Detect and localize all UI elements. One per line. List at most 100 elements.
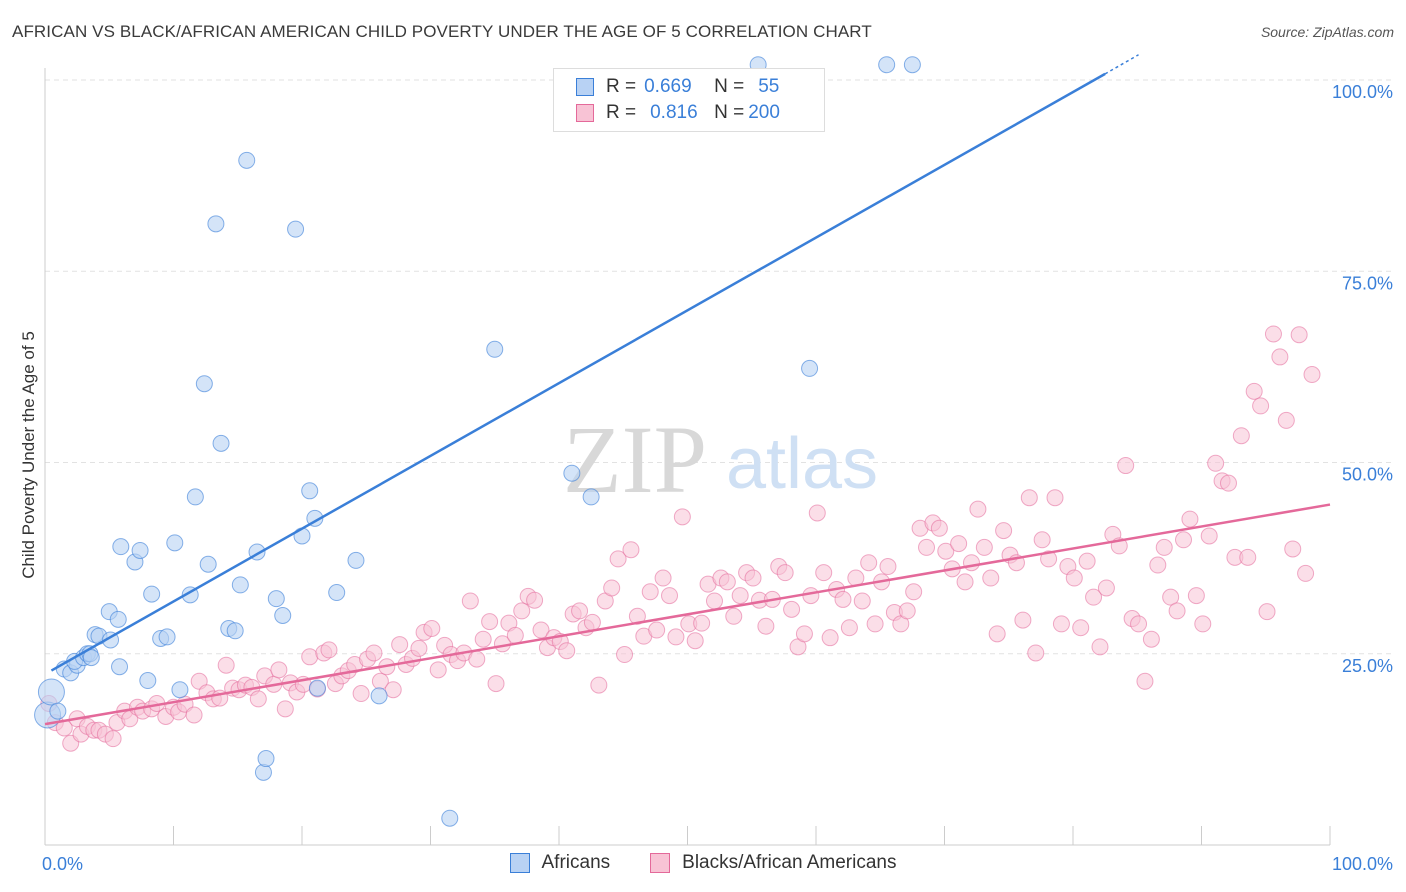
data-point-blacks [1194,615,1212,633]
axes [44,68,1331,846]
blacks-legend-label: Blacks/African Americans [682,852,897,873]
data-point-africans [143,585,161,603]
data-point-africans [171,681,189,699]
data-point-africans [441,809,459,827]
data-point-blacks [982,569,1000,587]
data-point-blacks [1232,427,1250,445]
trend-line-africans-extension [1104,54,1139,75]
data-point-blacks [648,621,666,639]
data-point-blacks [975,538,993,556]
data-point-africans [328,584,346,602]
data-point-blacks [802,587,820,605]
data-point-blacks [1085,588,1103,606]
data-point-blacks [1245,382,1263,400]
x-tick-label: 0.0% [42,854,83,874]
data-point-africans [82,649,100,667]
data-point-blacks [1065,569,1083,587]
data-point-africans [199,555,217,573]
data-point-blacks [950,535,968,553]
data-point-blacks [1136,672,1154,690]
data-point-blacks [301,648,319,666]
data-point-blacks [1020,489,1038,507]
data-point-africans [131,541,149,559]
data-point-blacks [320,641,338,659]
n-label: N = [714,76,745,97]
data-point-blacks [757,617,775,635]
data-point-blacks [1117,457,1135,475]
data-point-blacks [866,615,884,633]
blacks-n-value: 200 [748,102,780,123]
data-point-africans [486,340,504,358]
data-point-blacks [1040,550,1058,568]
data-point-blacks [988,625,1006,643]
data-point-blacks [104,730,122,748]
data-point-blacks [969,500,987,518]
data-point-blacks [1149,556,1167,574]
data-point-blacks [879,558,897,576]
data-point-blacks [898,602,916,620]
data-point-africans [37,678,65,706]
data-point-blacks [693,614,711,632]
trend-lines [44,54,1331,726]
africans-legend-label: Africans [541,852,611,873]
data-point-blacks [1078,552,1096,570]
data-point-blacks [995,522,1013,540]
data-point-blacks [1097,579,1115,597]
y-axis-label: Child Poverty Under the Age of 5 [19,331,38,579]
data-point-blacks [1271,348,1289,366]
africans-legend-swatch [509,853,530,873]
data-point-blacks [622,541,640,559]
data-point-blacks [365,644,383,662]
data-point-blacks [590,676,608,694]
africans-r-value: 0.669 [644,76,692,97]
data-point-blacks [603,579,621,597]
data-point-blacks [583,613,601,631]
data-point-blacks [1290,326,1308,344]
legend-item-blacks[interactable]: Blacks/African Americans [650,852,897,874]
data-point-africans [238,151,256,169]
data-point-blacks [905,583,923,601]
data-point-blacks [217,656,235,674]
data-point-africans [49,702,67,720]
data-point-blacks [930,519,948,537]
data-point-blacks [526,591,544,609]
data-point-blacks [628,607,646,625]
data-point-africans [212,434,230,452]
data-point-blacks [654,569,672,587]
data-point-blacks [686,632,704,650]
blacks-r-value: 0.816 [650,102,698,123]
data-point-blacks [834,590,852,608]
data-point-blacks [705,592,723,610]
source-label: Source: ZipAtlas.com [1260,24,1394,40]
data-point-blacks [962,554,980,572]
data-point-blacks [1052,615,1070,633]
legend-item-africans[interactable]: Africans [509,852,611,874]
data-point-africans [166,534,184,552]
gridlines [45,79,1395,655]
data-point-blacks [956,573,974,591]
data-point-blacks [731,587,749,605]
n-label: N = [714,102,745,123]
data-point-blacks [1277,411,1295,429]
data-point-blacks [429,661,447,679]
trend-line-blacks [44,503,1331,726]
chart-title: AFRICAN VS BLACK/AFRICAN AMERICAN CHILD … [12,22,872,41]
data-point-blacks [641,583,659,601]
data-point-blacks [1239,548,1257,566]
data-point-blacks [1091,638,1109,656]
data-point-blacks [1252,397,1270,415]
blacks-swatch [576,104,594,122]
data-point-africans [801,359,819,377]
data-point-blacks [461,592,479,610]
data-point-blacks [609,550,627,568]
data-point-blacks [776,564,794,582]
data-point-blacks [391,636,409,654]
data-point-blacks [270,661,288,679]
data-point-blacks [1284,540,1302,558]
data-point-africans [254,763,272,781]
data-point-blacks [276,700,294,718]
africans-n-value: 55 [758,76,780,97]
data-point-blacks [1130,615,1148,633]
y-tick-label: 75.0% [1342,273,1393,293]
data-point-blacks [1297,564,1315,582]
